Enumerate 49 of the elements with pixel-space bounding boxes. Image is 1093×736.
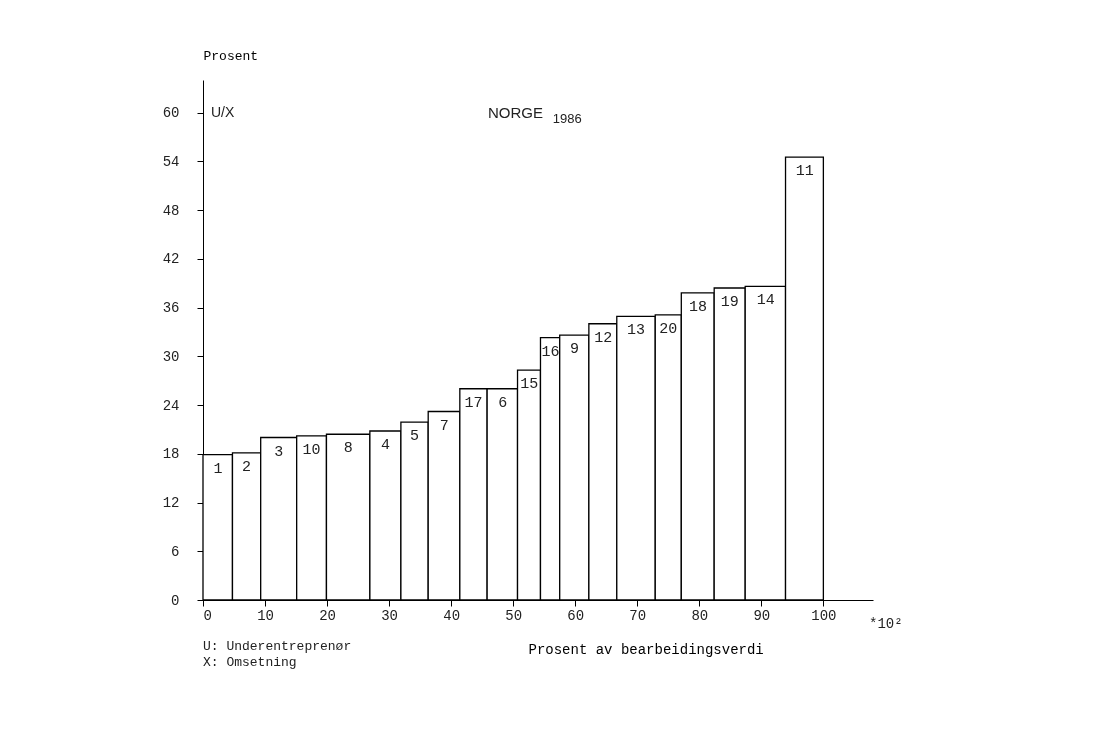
x-tick-label: 90 [753, 607, 771, 624]
annotation: 19 [720, 294, 739, 311]
x-tick-label: 70 [629, 607, 647, 624]
x-tick-label: 80 [691, 607, 709, 624]
annotation: 10 [302, 441, 321, 459]
annotation: 13 [627, 322, 646, 340]
annotation: U/X [211, 104, 235, 120]
annotation: 6 [498, 394, 508, 412]
x-tick-label: 50 [505, 607, 523, 624]
y-tick-label: 54 [162, 153, 180, 170]
y-tick-label: 30 [162, 348, 180, 365]
x-tick-label: 10 [257, 607, 274, 624]
annotation: 12 [594, 329, 613, 347]
x-axis-title: Prosent av bearbeidingsverdi [528, 641, 764, 658]
annotation: 17 [464, 394, 483, 412]
annotation: 1 [213, 460, 223, 478]
y-tick-label: 48 [162, 202, 180, 219]
annotation: 9 [570, 341, 580, 359]
x-tick-label: 40 [443, 607, 461, 624]
x-tick-label: 30 [381, 607, 399, 624]
annotation: 16 [541, 343, 560, 361]
y-tick-label: 18 [162, 446, 180, 463]
y-axis-title: Prosent [203, 48, 259, 64]
y-tick-label: 42 [162, 251, 180, 268]
annotation: 8 [343, 440, 353, 458]
y-tick-label: 36 [162, 300, 180, 316]
annotation: 4 [380, 437, 390, 454]
x-tick-label: 20 [319, 607, 336, 624]
annotation: 2 [241, 458, 251, 476]
text: NORGE 1986 [488, 104, 582, 126]
y-tick-label: 60 [162, 105, 180, 121]
x-tick-label: 100 [811, 607, 837, 624]
annotation: 14 [756, 292, 775, 310]
annotation: 7 [439, 417, 449, 435]
annotation: 18 [689, 298, 708, 316]
annotation: 5 [410, 428, 420, 446]
text: X: Omsetning [203, 655, 297, 670]
x-tick-label: 60 [567, 607, 585, 624]
y-tick-label: 0 [171, 592, 180, 609]
annotation: 3 [274, 443, 284, 461]
y-tick-label: 12 [162, 495, 180, 511]
annotation: 11 [795, 163, 814, 181]
annotation: 20 [659, 320, 678, 338]
y-tick-label: 6 [171, 543, 180, 560]
annotation: 15 [520, 376, 539, 394]
text: U: Underentreprenør [203, 639, 352, 654]
y-tick-label: 24 [162, 397, 180, 414]
text: *10² [869, 616, 903, 632]
x-tick-label: 0 [203, 607, 212, 624]
